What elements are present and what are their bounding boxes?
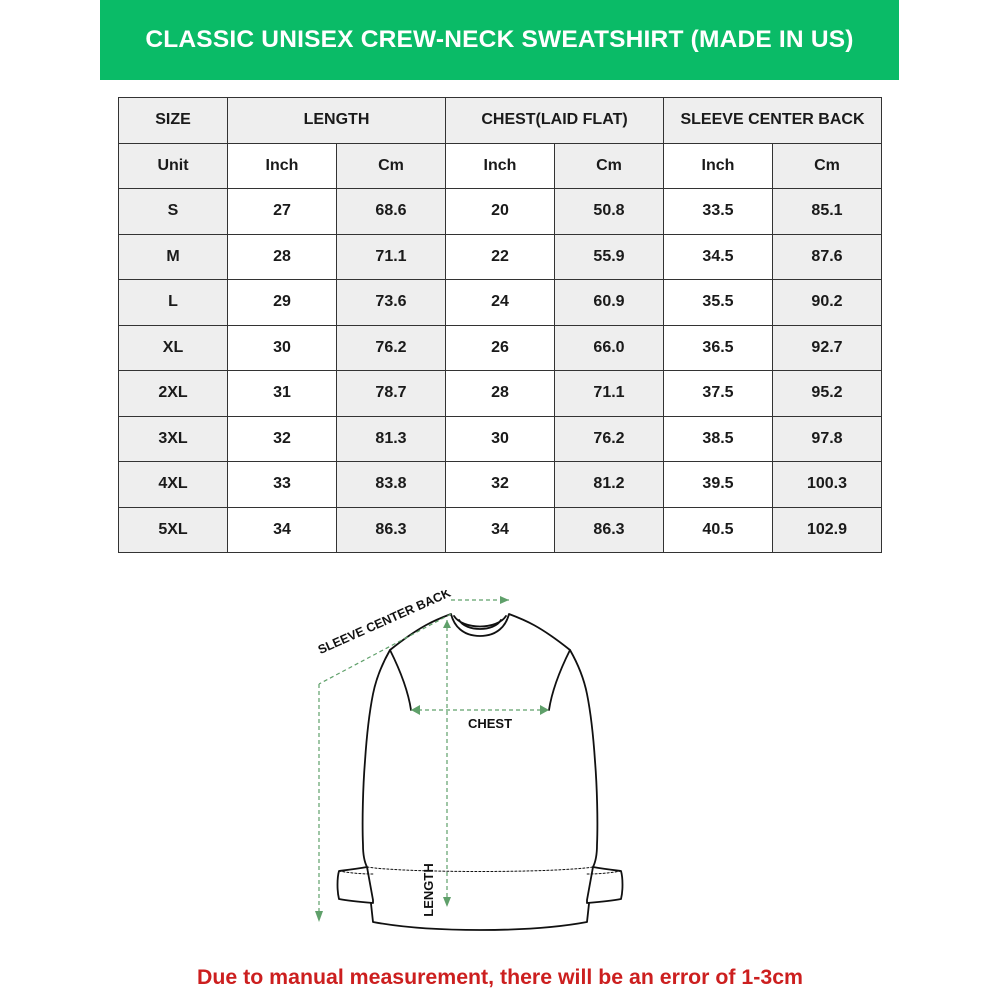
svg-text:LENGTH: LENGTH [421,863,436,916]
svg-text:CHEST: CHEST [468,716,512,731]
